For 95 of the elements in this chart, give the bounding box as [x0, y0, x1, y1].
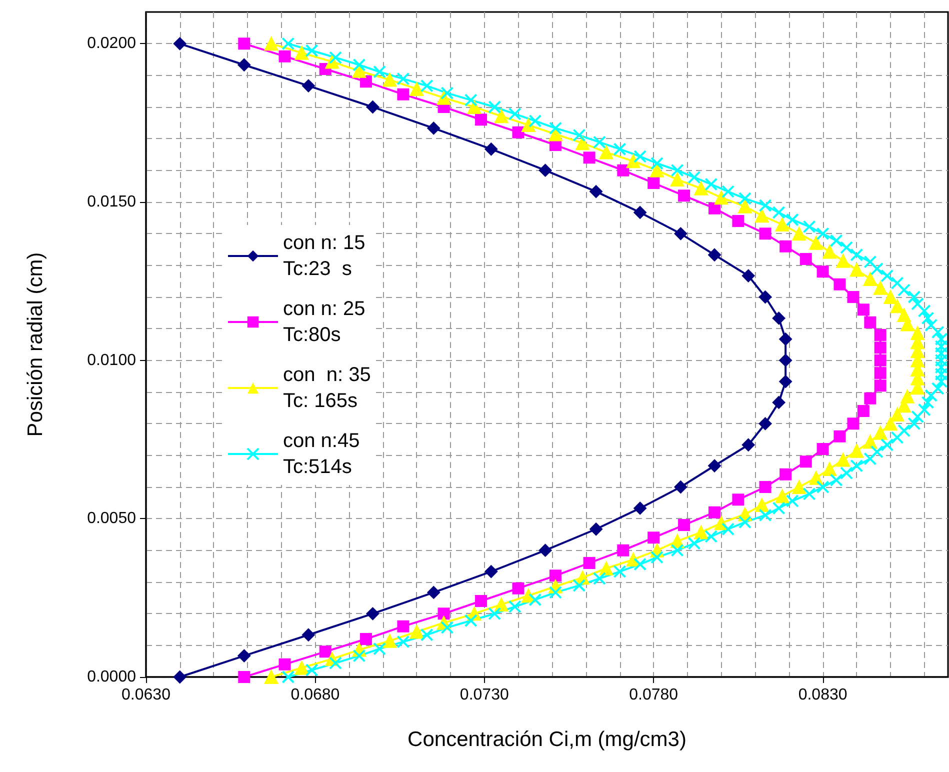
point: [238, 58, 251, 72]
point: [678, 190, 690, 202]
point: [708, 506, 721, 518]
point: [360, 633, 372, 645]
point: [742, 438, 755, 452]
point: [366, 607, 380, 620]
point: [758, 290, 772, 304]
point: [634, 502, 647, 515]
point: [864, 392, 876, 404]
point: [847, 291, 860, 303]
point: [173, 37, 186, 50]
y-tick-label: 0.0000: [87, 668, 136, 686]
point: [484, 142, 498, 156]
point: [758, 417, 772, 430]
point: [475, 595, 488, 607]
point: [634, 206, 647, 219]
point: [484, 565, 498, 578]
point: [874, 380, 886, 392]
point: [732, 494, 744, 506]
point: [397, 620, 410, 632]
point: [800, 253, 812, 265]
y-tick-label: 0.0150: [87, 194, 136, 210]
point: [834, 430, 846, 442]
point: [780, 240, 792, 252]
y-tick-label: 0.0200: [87, 35, 136, 52]
point: [874, 329, 886, 341]
point: [648, 532, 660, 544]
point: [278, 50, 291, 62]
point: [772, 312, 786, 325]
point: [302, 628, 315, 642]
point: [864, 316, 876, 328]
point: [732, 215, 744, 227]
point: [780, 468, 792, 480]
point: [590, 185, 603, 198]
point: [779, 332, 792, 346]
point: [857, 405, 870, 417]
point: [759, 481, 772, 493]
point: [583, 557, 596, 569]
point: [708, 248, 722, 262]
point: [360, 76, 372, 88]
x-tick-label: 0.0680: [290, 686, 340, 704]
legend-label: con n:45 Tc:514s: [283, 430, 360, 478]
point: [512, 582, 524, 594]
point: [366, 100, 380, 114]
point: [475, 114, 488, 126]
point: [583, 152, 596, 164]
x-tick-label: 0.0630: [122, 686, 171, 704]
point: [238, 649, 251, 662]
y-axis-title: Posición radial (cm): [24, 252, 47, 437]
point: [834, 278, 846, 290]
point: [874, 367, 886, 379]
point: [302, 79, 315, 92]
point: [617, 164, 630, 176]
point: [874, 354, 886, 366]
point: [816, 266, 829, 278]
point: [319, 646, 332, 658]
point: [847, 418, 860, 430]
point: [759, 228, 772, 240]
point: [427, 122, 440, 135]
point: [438, 608, 450, 620]
point: [674, 227, 688, 240]
point: [538, 544, 552, 557]
point: [678, 519, 690, 531]
point: [772, 396, 786, 409]
point: [512, 126, 524, 138]
point: [590, 522, 603, 536]
legend-label: con n: 15 Tc:23 s: [283, 232, 366, 280]
point: [238, 671, 250, 683]
x-tick-label: 0.0730: [460, 686, 509, 704]
legend-label: con n: 25 Tc:80s: [283, 298, 366, 346]
point: [278, 658, 291, 670]
x-tick-label: 0.0830: [798, 686, 848, 704]
point: [617, 544, 630, 556]
point: [538, 164, 552, 177]
point: [674, 480, 688, 494]
point: [874, 342, 886, 354]
point: [742, 269, 755, 282]
point: [549, 570, 562, 582]
point: [708, 202, 721, 214]
y-tick-label: 0.0050: [87, 510, 136, 528]
x-tick-label: 0.0780: [629, 686, 678, 704]
point: [857, 304, 870, 316]
x-axis-title: Concentración Ci,m (mg/cm3): [408, 728, 686, 751]
y-tick-label: 0.0100: [87, 352, 136, 369]
point: [427, 586, 440, 599]
point: [779, 375, 792, 388]
point: [708, 459, 722, 472]
point: [648, 177, 660, 189]
point: [800, 456, 812, 468]
legend-label: con n: 35 Tc: 165s: [283, 364, 371, 412]
point: [397, 88, 410, 100]
point: [173, 670, 186, 684]
point: [816, 443, 829, 455]
point: [779, 354, 792, 367]
point: [238, 38, 250, 50]
